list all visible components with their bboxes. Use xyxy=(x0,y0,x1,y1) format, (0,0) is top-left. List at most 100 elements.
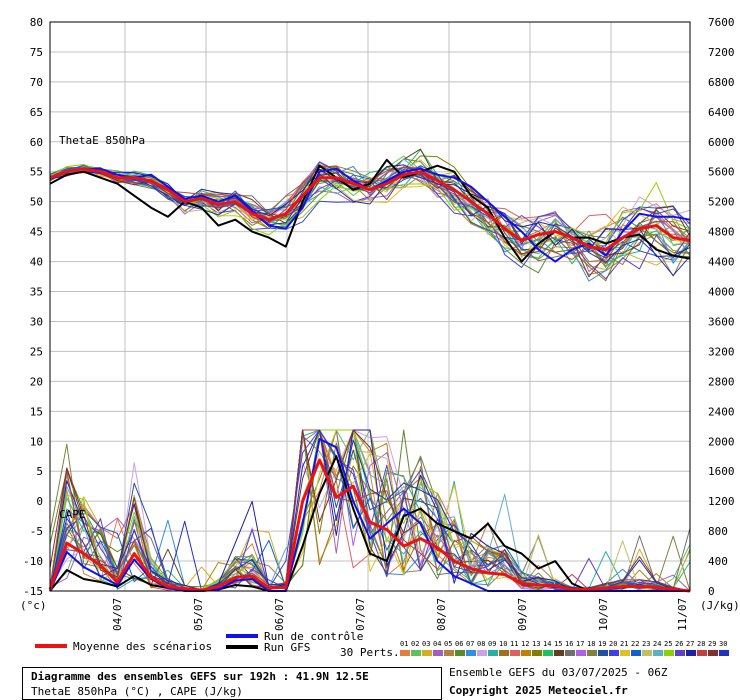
left-tick-label: -10 xyxy=(23,555,43,568)
perturbation-number: 19 xyxy=(598,640,607,648)
left-tick-label: 50 xyxy=(30,196,43,209)
perturbation-thetae-line xyxy=(49,149,691,267)
left-tick-label: 5 xyxy=(36,465,43,478)
left-tick-label: 80 xyxy=(30,16,43,29)
left-tick-label: 25 xyxy=(30,345,43,358)
left-tick-label: 20 xyxy=(30,375,43,388)
left-tick-label: 35 xyxy=(30,286,43,299)
legend-mean-label: Moyenne des scénarios xyxy=(73,640,213,653)
mean-thetae-line xyxy=(49,167,691,252)
right-tick-label: 5200 xyxy=(708,196,735,209)
perturbation-color-swatch xyxy=(466,650,476,656)
perturbation-color-swatch xyxy=(455,650,465,656)
perturbation-color-swatch xyxy=(543,650,553,656)
perturbation-color-swatch xyxy=(576,650,586,656)
grid xyxy=(50,21,690,592)
x-tick-label: 06/07 xyxy=(273,598,286,631)
perturbation-number: 06 xyxy=(455,640,464,648)
right-tick-label: 400 xyxy=(708,555,728,568)
perturbation-number: 11 xyxy=(510,640,519,648)
perturbation-number: 23 xyxy=(642,640,651,648)
left-tick-label: 75 xyxy=(30,46,43,59)
right-tick-label: 4800 xyxy=(708,226,735,239)
perturbation-thetae-line xyxy=(49,164,691,268)
perturbation-number: 28 xyxy=(697,640,706,648)
right-tick-label: 4400 xyxy=(708,256,735,269)
perturbation-lines xyxy=(49,148,691,592)
left-tick-label: 40 xyxy=(30,256,43,269)
right-tick-label: 1600 xyxy=(708,465,735,478)
perturbation-number: 27 xyxy=(686,640,695,648)
perturbation-color-swatch xyxy=(400,650,410,656)
perturbation-number: 07 xyxy=(466,640,475,648)
perturbation-number: 02 xyxy=(411,640,420,648)
perturbation-number: 05 xyxy=(444,640,453,648)
perturbation-color-swatch xyxy=(686,650,696,656)
mean-cape-line xyxy=(48,458,691,593)
right-unit-label: (J/kg) xyxy=(700,599,740,612)
perturbation-color-swatch xyxy=(653,650,663,656)
perturbation-number: 30 xyxy=(719,640,728,648)
perturbation-color-swatch xyxy=(433,650,443,656)
x-tick-label: 07/07 xyxy=(354,598,367,631)
run-info: Ensemble GEFS du 03/07/2025 - 06Z xyxy=(449,666,668,679)
perturbation-thetae-line xyxy=(49,168,691,278)
right-tick-label: 2400 xyxy=(708,405,735,418)
perturbation-number: 10 xyxy=(499,640,508,648)
left-unit-label: (°c) xyxy=(20,599,47,612)
perturbation-number: 09 xyxy=(488,640,497,648)
perturbation-color-swatch xyxy=(708,650,718,656)
perturbation-color-swatch xyxy=(598,650,608,656)
perturbation-color-swatch xyxy=(664,650,674,656)
right-tick-label: 800 xyxy=(708,525,728,538)
right-tick-label: 7600 xyxy=(708,16,735,29)
copyright: Copyright 2025 Meteociel.fr xyxy=(449,684,628,697)
left-tick-label: 30 xyxy=(30,315,43,328)
left-tick-label: 15 xyxy=(30,405,43,418)
left-tick-label: 0 xyxy=(36,495,43,508)
perturbation-color-swatch xyxy=(521,650,531,656)
perturbation-number: 01 xyxy=(400,640,409,648)
left-tick-label: 60 xyxy=(30,136,43,149)
left-tick-label: 45 xyxy=(30,226,43,239)
perturbation-number: 17 xyxy=(576,640,585,648)
right-tick-label: 5600 xyxy=(708,166,735,179)
right-tick-label: 2800 xyxy=(708,375,735,388)
right-tick-label: 3600 xyxy=(708,315,735,328)
diagram-subtitle: ThetaE 850hPa (°C) , CAPE (J/kg) xyxy=(31,685,243,698)
perturbation-number: 03 xyxy=(422,640,431,648)
footer-box: Diagramme des ensembles GEFS sur 192h : … xyxy=(22,667,442,700)
perturbation-number: 20 xyxy=(609,640,618,648)
left-tick-label: -15 xyxy=(23,585,43,598)
gfs-thetae-line xyxy=(49,158,691,263)
perturbation-number: 15 xyxy=(554,640,563,648)
perturbation-color-swatch xyxy=(554,650,564,656)
right-tick-label: 3200 xyxy=(708,345,735,358)
perturbation-color-swatch xyxy=(719,650,729,656)
left-tick-label: -5 xyxy=(30,525,43,538)
diagram-title: Diagramme des ensembles GEFS sur 192h : … xyxy=(31,670,369,683)
perturbation-number: 18 xyxy=(587,640,596,648)
right-tick-label: 0 xyxy=(708,585,715,598)
perturbation-number: 29 xyxy=(708,640,717,648)
x-tick-label: 08/07 xyxy=(435,598,448,631)
legend-control-swatch xyxy=(226,634,258,638)
perturbation-thetae-line xyxy=(49,171,691,276)
perturbation-color-swatch xyxy=(499,650,509,656)
left-tick-label: 10 xyxy=(30,435,43,448)
perturbation-color-swatch xyxy=(477,650,487,656)
perturbation-number: 08 xyxy=(477,640,486,648)
perturbation-color-swatch xyxy=(532,650,542,656)
left-tick-label: 65 xyxy=(30,106,43,119)
right-tick-label: 6400 xyxy=(708,106,735,119)
perturbation-number: 14 xyxy=(543,640,552,648)
axes: 80757065605550454035302520151050-5-10-15… xyxy=(23,16,734,631)
legend-control-label: Run de contrôle xyxy=(264,630,364,643)
right-tick-label: 6800 xyxy=(708,76,735,89)
perturbation-color-swatch xyxy=(444,650,454,656)
perturbation-color-swatch xyxy=(697,650,707,656)
perturbations-label: 30 Perts. xyxy=(340,646,400,659)
perturbation-number: 25 xyxy=(664,640,673,648)
perturbation-color-swatch xyxy=(675,650,685,656)
